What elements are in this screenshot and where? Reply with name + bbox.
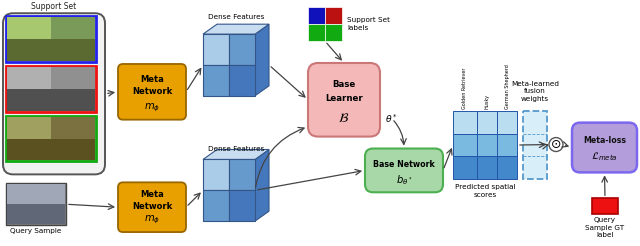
Text: Husky: Husky (484, 94, 490, 109)
Bar (592, 198, 618, 214)
Bar (6, 16, 96, 62)
Bar (7, 17, 51, 39)
Bar (203, 34, 229, 65)
Text: $m_\phi$: $m_\phi$ (144, 214, 160, 226)
Bar (7, 138, 95, 160)
Bar (6, 116, 96, 161)
Bar (497, 111, 517, 134)
Bar (229, 34, 255, 65)
Text: Predicted spatial
scores: Predicted spatial scores (455, 184, 515, 198)
Circle shape (549, 138, 563, 152)
Text: $\mathcal{L}_{meta}$: $\mathcal{L}_{meta}$ (591, 150, 618, 163)
Bar (6, 183, 66, 225)
Text: Query Sample: Query Sample (10, 228, 61, 234)
Bar (7, 39, 95, 61)
Bar (6, 66, 96, 112)
Bar (7, 117, 51, 138)
Bar (453, 156, 477, 179)
Text: $\mathcal{B}$: $\mathcal{B}$ (339, 112, 349, 125)
Bar (203, 190, 229, 221)
Text: Support Set
labels: Support Set labels (347, 17, 390, 31)
Text: Dense Features: Dense Features (208, 14, 264, 20)
Text: Network: Network (132, 202, 172, 211)
Bar (229, 190, 255, 221)
Bar (497, 156, 517, 179)
Bar (203, 159, 229, 190)
Text: $m_\phi$: $m_\phi$ (144, 102, 160, 114)
Bar (7, 184, 65, 204)
Bar (308, 24, 325, 41)
Bar (453, 134, 477, 156)
Text: Dense Features: Dense Features (208, 145, 264, 152)
Bar (523, 111, 547, 179)
Polygon shape (255, 24, 269, 96)
Bar (325, 7, 342, 24)
Polygon shape (255, 150, 269, 221)
Text: Support Set: Support Set (31, 2, 77, 11)
Text: Network: Network (132, 87, 172, 96)
Polygon shape (203, 24, 269, 34)
Bar (7, 117, 95, 160)
Text: $b_{\theta^*}$: $b_{\theta^*}$ (396, 173, 412, 187)
Bar (7, 67, 51, 89)
Text: Query
Sample GT
label: Query Sample GT label (586, 217, 625, 238)
Text: Meta: Meta (140, 75, 164, 84)
Text: Golden Retriever: Golden Retriever (463, 67, 467, 109)
FancyBboxPatch shape (308, 63, 380, 137)
Bar (325, 24, 342, 41)
Text: $\odot$: $\odot$ (550, 138, 562, 151)
Bar (477, 156, 497, 179)
Bar (497, 134, 517, 156)
Text: German Shepherd: German Shepherd (504, 64, 509, 109)
Text: Meta-loss: Meta-loss (583, 136, 626, 145)
Bar (203, 65, 229, 96)
Text: Base: Base (332, 80, 356, 89)
Text: Base Network: Base Network (373, 160, 435, 169)
Bar (477, 134, 497, 156)
Bar (308, 7, 325, 24)
Polygon shape (203, 150, 269, 159)
Bar (229, 159, 255, 190)
Bar (229, 65, 255, 96)
FancyBboxPatch shape (572, 123, 637, 172)
Bar (7, 67, 95, 111)
Text: $\theta^*$: $\theta^*$ (385, 112, 397, 125)
Bar (7, 17, 95, 61)
Bar (477, 111, 497, 134)
FancyBboxPatch shape (365, 149, 443, 192)
Bar (7, 204, 65, 224)
Bar (453, 111, 477, 134)
FancyBboxPatch shape (118, 64, 186, 120)
Text: Meta: Meta (140, 190, 164, 199)
FancyBboxPatch shape (118, 182, 186, 232)
Bar (7, 89, 95, 111)
FancyBboxPatch shape (3, 13, 105, 174)
Text: Meta-learned
fusion
weights: Meta-learned fusion weights (511, 81, 559, 102)
Text: Learner: Learner (325, 94, 363, 103)
